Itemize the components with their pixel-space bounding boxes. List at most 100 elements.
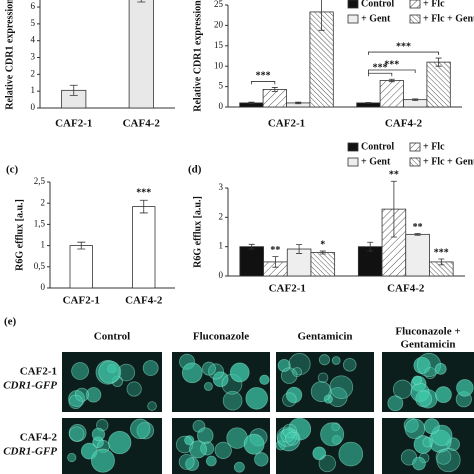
cell (280, 367, 298, 384)
panel-label: (c) (6, 164, 19, 176)
cell (310, 381, 332, 402)
cell (331, 356, 341, 365)
column-header: Gentamicin (298, 331, 353, 343)
cell (214, 441, 232, 459)
error-bar (271, 87, 278, 92)
significance: ** (270, 245, 280, 256)
cell (68, 426, 85, 442)
error-bar (77, 241, 86, 250)
bar (379, 80, 404, 108)
legend-label: + Flc + Gent (423, 13, 474, 24)
cell (229, 362, 250, 383)
y-tick-label: 0 (41, 282, 46, 292)
cell (436, 447, 461, 473)
cell (203, 381, 213, 391)
cell (435, 386, 452, 404)
cell (404, 418, 426, 440)
bar (310, 252, 336, 277)
cell (282, 392, 297, 407)
cell (178, 453, 195, 470)
y-tick-label: 20 (214, 19, 224, 29)
cell (277, 358, 291, 373)
cell (222, 390, 243, 411)
cell (67, 452, 77, 463)
cell (147, 401, 157, 411)
legend-swatch (347, 0, 359, 9)
legend-label: + Gent (361, 13, 391, 24)
error-bar (272, 256, 279, 268)
x-tick-label: CAF2-1 (63, 295, 100, 307)
row-label: CAF4-2 (20, 432, 58, 444)
y-tick-label: 0,5 (34, 261, 46, 271)
legend-label: + Gent (361, 156, 391, 167)
cell (292, 367, 303, 377)
y-tick-label: 2 (31, 68, 36, 78)
cell (184, 435, 195, 446)
legend-swatch (409, 0, 421, 9)
y-axis-label: Relative CDR1 expression (4, 0, 15, 110)
cell (189, 440, 207, 459)
error-bar (248, 101, 255, 105)
cell (71, 362, 89, 380)
cell (318, 354, 331, 366)
y-tick-label: 0 (219, 101, 224, 111)
error-bar (137, 0, 146, 3)
significance-bracket (368, 72, 393, 77)
error-bar (414, 233, 421, 236)
cell (85, 387, 102, 403)
significance: ** (389, 170, 399, 181)
error-bar (412, 98, 419, 101)
error-bar (367, 241, 374, 252)
cell (205, 455, 217, 467)
cell (338, 441, 364, 467)
cell (129, 418, 151, 440)
column-header: Fluconazole + (395, 326, 460, 338)
bar (128, 0, 154, 109)
legend-label: + Flc + Gent (423, 156, 474, 167)
legend-swatch (409, 14, 421, 24)
cell (456, 379, 474, 397)
cell (90, 448, 115, 473)
bar (262, 89, 287, 108)
error-bar (139, 199, 148, 214)
cell (181, 362, 203, 384)
legend-label: + Flc (423, 0, 445, 9)
cell (434, 363, 447, 375)
y-tick-label: 4 (31, 35, 36, 45)
cell (197, 427, 214, 444)
cell (68, 394, 83, 409)
x-tick-label: CAF2-1 (269, 283, 306, 295)
y-tick-label: 1,5 (34, 218, 46, 228)
y-tick-label: 5 (31, 18, 36, 28)
legend-label: Control (361, 0, 394, 9)
panel-label: (e) (4, 316, 17, 328)
x-tick-label: CAF4-2 (387, 283, 425, 295)
significance: *** (373, 63, 388, 74)
cell (245, 387, 268, 410)
error-bar (319, 250, 326, 255)
cell (233, 461, 245, 473)
cell (185, 457, 200, 471)
cell (422, 437, 433, 448)
cell (126, 381, 142, 397)
significance-bracket (251, 81, 276, 85)
legend-swatch (347, 157, 359, 167)
cell (259, 374, 270, 385)
legend-swatch (347, 14, 359, 24)
legend-label: + Flc (423, 141, 445, 152)
y-tick-label: 0 (31, 102, 36, 112)
cell (317, 372, 329, 383)
y-tick-label: 1 (41, 240, 46, 250)
row-label: CDR1-GFP (3, 380, 57, 392)
cell (329, 375, 354, 400)
cell (412, 375, 422, 386)
significance: *** (384, 59, 399, 70)
y-tick-label: 2,5 (34, 176, 46, 186)
y-tick-label: 0 (219, 270, 224, 280)
significance-bracket (368, 51, 439, 56)
legend-swatch (409, 142, 421, 152)
y-tick-label: 25 (214, 0, 224, 9)
x-tick-label: CAF4-2 (125, 295, 163, 307)
cell (98, 360, 122, 384)
cell (387, 395, 404, 412)
